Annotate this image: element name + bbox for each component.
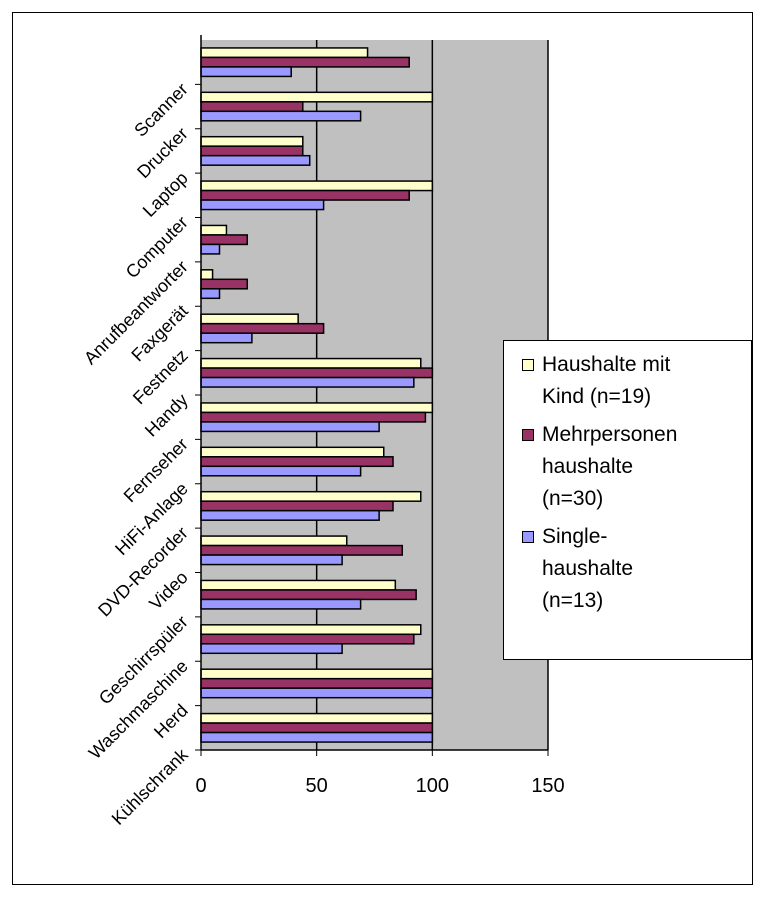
bar	[200, 677, 434, 689]
bar	[200, 288, 221, 300]
bar	[200, 490, 422, 502]
x-tick-label: 150	[531, 775, 564, 797]
bar	[200, 357, 422, 369]
bar	[200, 421, 380, 433]
bar	[200, 643, 343, 655]
bar	[200, 376, 415, 388]
bar	[200, 446, 385, 458]
bar	[200, 101, 304, 113]
legend-label: Single- haushalte (n=13)	[542, 525, 634, 612]
bar	[200, 579, 397, 591]
bar	[200, 411, 427, 423]
bar	[200, 500, 394, 512]
legend-item: Single- haushalte (n=13)	[522, 521, 751, 617]
bar	[200, 66, 292, 78]
bar	[200, 367, 434, 379]
bar	[200, 722, 434, 734]
bar	[200, 589, 417, 601]
legend-label: Haushalte mit Kind (n=19)	[542, 353, 671, 408]
bar	[200, 154, 311, 166]
bar	[200, 332, 253, 344]
bar	[200, 598, 362, 610]
bar	[200, 322, 325, 334]
bar	[200, 243, 221, 255]
bar	[200, 224, 228, 236]
bar	[200, 56, 410, 68]
legend-item: Mehrpersonen haushalte (n=30)	[522, 419, 751, 515]
legend-item: Haushalte mit Kind (n=19)	[522, 349, 751, 413]
bar	[200, 624, 422, 636]
bar	[200, 145, 304, 157]
legend: Haushalte mit Kind (n=19) Mehrpersonen h…	[503, 340, 752, 660]
bar	[200, 712, 434, 724]
legend-swatch	[522, 429, 534, 441]
bar	[200, 180, 434, 192]
bar	[200, 199, 325, 211]
x-tick-label: 100	[416, 775, 449, 797]
bar	[200, 509, 380, 521]
bar	[200, 456, 394, 468]
y-tick-label: Herd	[150, 700, 192, 742]
bar	[200, 313, 299, 325]
bar	[200, 465, 362, 477]
bar	[200, 47, 369, 59]
bar	[200, 189, 410, 201]
bar	[200, 544, 404, 556]
bar	[200, 234, 249, 246]
bar	[200, 731, 434, 743]
bar	[200, 91, 434, 103]
bar	[200, 110, 362, 122]
y-tick-label: Kühlschrank	[108, 744, 193, 829]
x-tick-label: 0	[195, 775, 206, 797]
bar	[200, 668, 434, 680]
bar	[200, 278, 249, 290]
bar	[200, 135, 304, 147]
bar	[200, 633, 415, 645]
legend-swatch	[522, 531, 534, 543]
chart-frame	[12, 12, 753, 885]
legend-swatch	[522, 359, 534, 371]
bar	[200, 554, 343, 566]
bar	[200, 535, 348, 547]
bar	[200, 687, 434, 699]
x-tick-label: 50	[306, 775, 328, 797]
legend-label: Mehrpersonen haushalte (n=30)	[542, 423, 678, 510]
bar	[200, 269, 214, 281]
bar	[200, 402, 434, 414]
